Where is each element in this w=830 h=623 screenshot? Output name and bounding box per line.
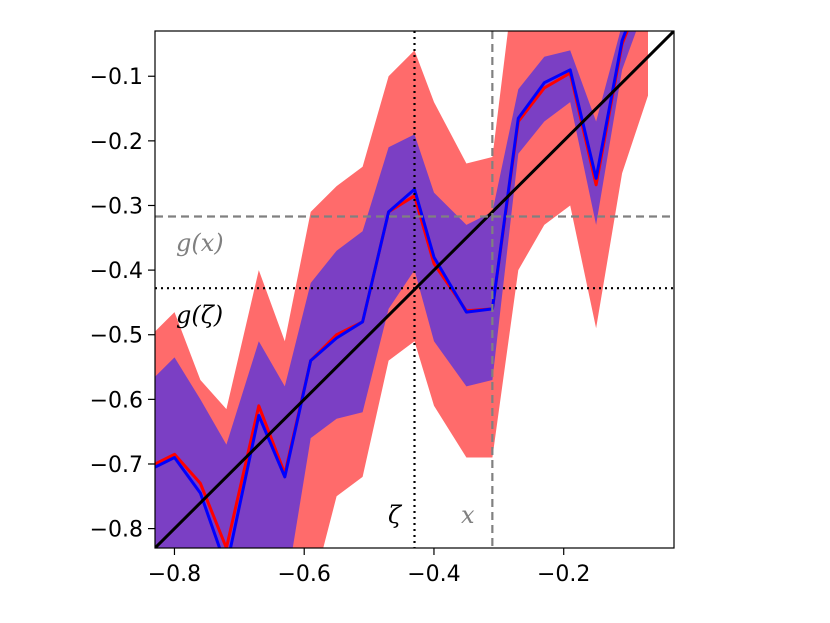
plot-frame bbox=[154, 30, 675, 549]
band-1 bbox=[155, 31, 637, 548]
reference-lines bbox=[155, 31, 674, 548]
annotation-gzeta-label: g(ζ) bbox=[176, 301, 223, 329]
y-tick-label: −0.8 bbox=[90, 518, 143, 543]
axes: −0.8 −0.6 −0.4 −0.2 −0.1 −0.2 −0.3 −0.4 −0.5 −0.6… bbox=[90, 65, 591, 587]
y-tick-label: −0.5 bbox=[90, 324, 143, 349]
annotation-x-label: x bbox=[461, 501, 475, 529]
plot-area bbox=[155, 31, 674, 548]
y-tick-label: −0.4 bbox=[90, 259, 143, 284]
x-tick-label: −0.4 bbox=[407, 562, 460, 587]
x-tick-label: −0.8 bbox=[148, 562, 201, 587]
annotation-gx-label: g(x) bbox=[176, 229, 224, 257]
series-line-1 bbox=[155, 31, 628, 548]
x-tick-label: −0.6 bbox=[278, 562, 331, 587]
y-tick-label: −0.7 bbox=[90, 453, 143, 478]
y-tick-label: −0.3 bbox=[90, 194, 143, 219]
series-line-0 bbox=[155, 31, 629, 548]
y-tick-label: −0.1 bbox=[90, 65, 143, 90]
annotation-zeta-label: ζ bbox=[388, 501, 403, 529]
y-tick-label: −0.2 bbox=[90, 130, 143, 155]
x-tick-label: −0.2 bbox=[537, 562, 590, 587]
y-tick-label: −0.6 bbox=[90, 388, 143, 413]
